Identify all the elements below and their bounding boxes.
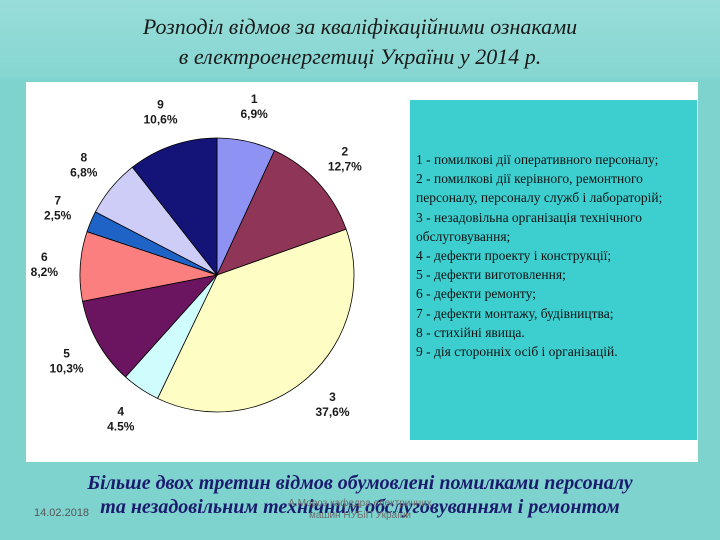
- slice-number-label-6: 6: [41, 250, 48, 264]
- slice-value-label-6: 8,2%: [31, 265, 59, 279]
- pie-slice-3: [157, 228, 355, 413]
- slice-value-label-5: 10,3%: [50, 361, 84, 375]
- footer-org-line-2: машин НУБіП України: [309, 510, 411, 521]
- legend-item-7: 7 - дефекти монтажу, будівництва;: [416, 305, 614, 321]
- slice-number-label-1: 1: [251, 92, 258, 106]
- legend: 1 - помилкові дії оперативного персоналу…: [416, 150, 696, 361]
- slice-value-label-2: 12,7%: [328, 159, 362, 173]
- slice-value-label-7: 2,5%: [44, 209, 72, 223]
- slice-value-label-9: 10,6%: [143, 112, 177, 126]
- slice-value-label-3: 37,6%: [316, 405, 350, 419]
- slice-value-label-8: 6,8%: [70, 166, 98, 180]
- footer-date: 14.02.2018: [34, 507, 90, 519]
- legend-item-6: 6 - дефекти ремонту;: [416, 286, 536, 302]
- slice-value-label-1: 6,9%: [240, 107, 268, 121]
- slice-number-label-9: 9: [157, 97, 164, 111]
- footer-org-line-1: А.Мороз кафедра електричних: [288, 498, 432, 509]
- legend-item-5: 5 - дефекти виготовлення;: [416, 267, 566, 283]
- pie-slice-5: [82, 274, 219, 378]
- pie-chart: 16,9% 212,7% 337,6% 44.5% 510,3% 68,2% 72,5% 86…: [31, 92, 363, 434]
- pie-slice-2: [216, 150, 347, 276]
- pie-slice-9: [131, 137, 218, 277]
- slide-title-line-1: Розподіл відмов за кваліфікаційними озна…: [142, 14, 578, 39]
- slice-value-label-4: 4.5%: [107, 420, 135, 434]
- conclusion-line-1: Більше двох третин відмов обумовлені пом…: [87, 472, 633, 494]
- legend-item-1: 1 - помилкові дії оперативного персоналу…: [416, 152, 659, 167]
- conclusion-line-2: та незадовільним технічним обслуговуванн…: [100, 496, 620, 518]
- slice-number-label-8: 8: [80, 151, 87, 165]
- footer-organization: А.Мороз кафедра електричних машин НУБіП …: [250, 498, 470, 522]
- slice-number-label-7: 7: [54, 194, 61, 208]
- legend-item-9: 9 - дія сторонніх осіб і організацій.: [416, 344, 618, 360]
- title-bar: [0, 0, 720, 78]
- legend-item-4: 4 - дефекти проекту і конструкції;: [416, 248, 612, 264]
- legend-box: [410, 100, 697, 440]
- legend-item-3: 3 - незадовільна організація технічного …: [416, 209, 642, 244]
- slide-title-line-2: в електроенергетиці України у 2014 р.: [178, 44, 542, 69]
- slice-number-label-2: 2: [342, 144, 349, 158]
- slice-number-label-3: 3: [329, 390, 336, 404]
- slice-number-label-5: 5: [63, 346, 70, 360]
- slice-number-label-4: 4: [117, 405, 124, 419]
- legend-item-2: 2 - помилкові дії керівного, ремонтного …: [416, 171, 663, 206]
- legend-item-8: 8 - стихійні явища.: [416, 324, 525, 340]
